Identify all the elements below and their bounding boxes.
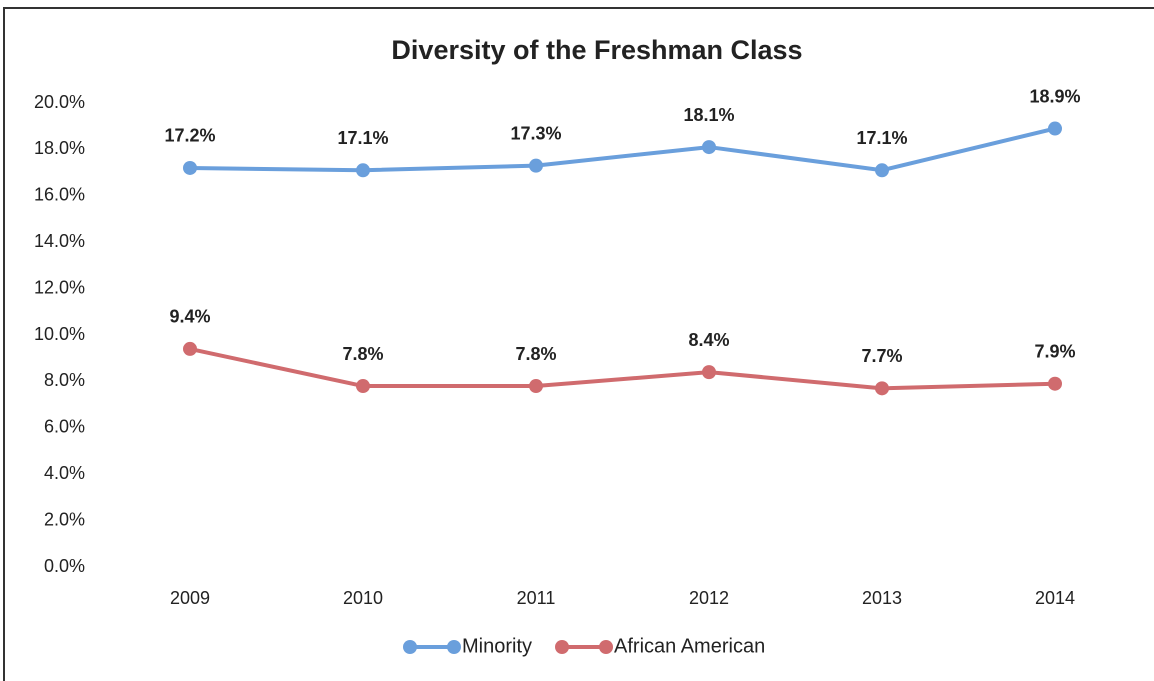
y-tick-label: 4.0% <box>44 463 85 483</box>
data-label: 17.3% <box>510 123 561 143</box>
y-tick-label: 16.0% <box>34 185 85 205</box>
data-label: 17.1% <box>856 128 907 148</box>
chart-border <box>3 7 1154 681</box>
data-point <box>529 158 543 173</box>
chart-title: Diversity of the Freshman Class <box>391 35 802 65</box>
legend-marker <box>403 640 417 654</box>
x-tick-label: 2014 <box>1035 588 1075 608</box>
data-label: 18.1% <box>683 105 734 125</box>
x-tick-label: 2011 <box>517 588 556 608</box>
y-tick-label: 0.0% <box>44 556 85 576</box>
y-tick-label: 2.0% <box>44 509 85 529</box>
data-point <box>183 160 197 175</box>
legend-marker <box>447 640 461 654</box>
y-tick-label: 20.0% <box>34 92 85 112</box>
data-point <box>183 341 197 356</box>
data-label: 7.9% <box>1034 341 1075 361</box>
data-point <box>1048 121 1062 136</box>
data-point <box>356 379 370 394</box>
data-label: 7.8% <box>515 344 556 364</box>
y-tick-label: 6.0% <box>44 417 85 437</box>
data-point <box>875 381 889 396</box>
series-line <box>189 346 1056 391</box>
data-label: 7.7% <box>861 346 902 366</box>
x-tick-label: 2010 <box>343 588 383 608</box>
data-point <box>356 163 370 178</box>
y-tick-label: 12.0% <box>34 277 85 297</box>
legend-label: African American <box>614 635 765 657</box>
data-label: 8.4% <box>688 330 729 350</box>
data-label: 9.4% <box>169 307 210 327</box>
data-label: 7.8% <box>342 344 383 364</box>
y-tick-label: 10.0% <box>34 324 85 344</box>
data-label: 18.9% <box>1029 86 1080 106</box>
x-tick-label: 2009 <box>170 588 210 608</box>
data-point <box>702 140 716 155</box>
legend-label: Minority <box>462 635 532 657</box>
data-label: 17.2% <box>164 126 215 146</box>
data-point <box>529 379 543 394</box>
data-label: 17.1% <box>337 128 388 148</box>
legend-marker <box>555 640 570 654</box>
y-tick-label: 18.0% <box>34 138 85 158</box>
x-tick-label: 2012 <box>689 588 729 608</box>
data-point <box>702 365 716 380</box>
data-point <box>1048 376 1062 391</box>
series-line <box>189 126 1056 173</box>
data-point <box>875 163 889 178</box>
y-tick-label: 8.0% <box>44 370 85 390</box>
x-tick-label: 2013 <box>862 588 902 608</box>
y-tick-label: 14.0% <box>34 231 85 251</box>
legend-marker <box>599 640 614 654</box>
